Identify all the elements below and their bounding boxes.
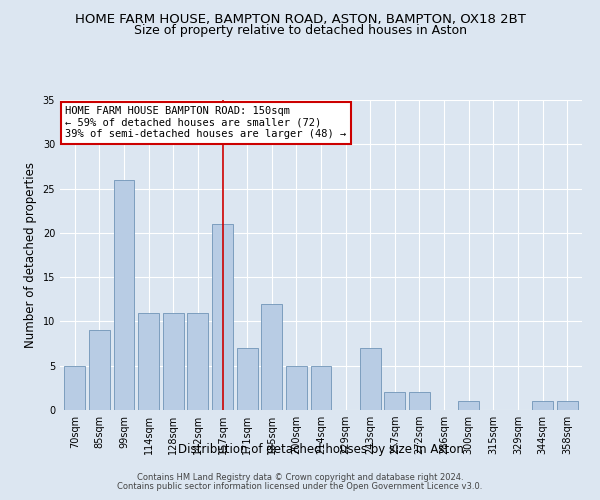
Bar [89, 330, 110, 410]
Text: Distribution of detached houses by size in Aston: Distribution of detached houses by size … [178, 442, 464, 456]
Bar [64, 366, 85, 410]
Text: Contains public sector information licensed under the Open Government Licence v3: Contains public sector information licen… [118, 482, 482, 491]
Bar [187, 312, 208, 410]
Bar [236, 348, 257, 410]
Bar [212, 224, 233, 410]
Bar [409, 392, 430, 410]
Bar [261, 304, 282, 410]
Bar [286, 366, 307, 410]
Bar [163, 312, 184, 410]
Bar [138, 312, 159, 410]
Bar [557, 401, 578, 410]
Text: Size of property relative to detached houses in Aston: Size of property relative to detached ho… [133, 24, 467, 37]
Bar [532, 401, 553, 410]
Text: HOME FARM HOUSE BAMPTON ROAD: 150sqm
← 59% of detached houses are smaller (72)
3: HOME FARM HOUSE BAMPTON ROAD: 150sqm ← 5… [65, 106, 346, 140]
Text: HOME FARM HOUSE, BAMPTON ROAD, ASTON, BAMPTON, OX18 2BT: HOME FARM HOUSE, BAMPTON ROAD, ASTON, BA… [74, 12, 526, 26]
Bar [458, 401, 479, 410]
Bar [385, 392, 406, 410]
Bar [360, 348, 381, 410]
Bar [113, 180, 134, 410]
Y-axis label: Number of detached properties: Number of detached properties [24, 162, 37, 348]
Bar [311, 366, 331, 410]
Text: Contains HM Land Registry data © Crown copyright and database right 2024.: Contains HM Land Registry data © Crown c… [137, 472, 463, 482]
